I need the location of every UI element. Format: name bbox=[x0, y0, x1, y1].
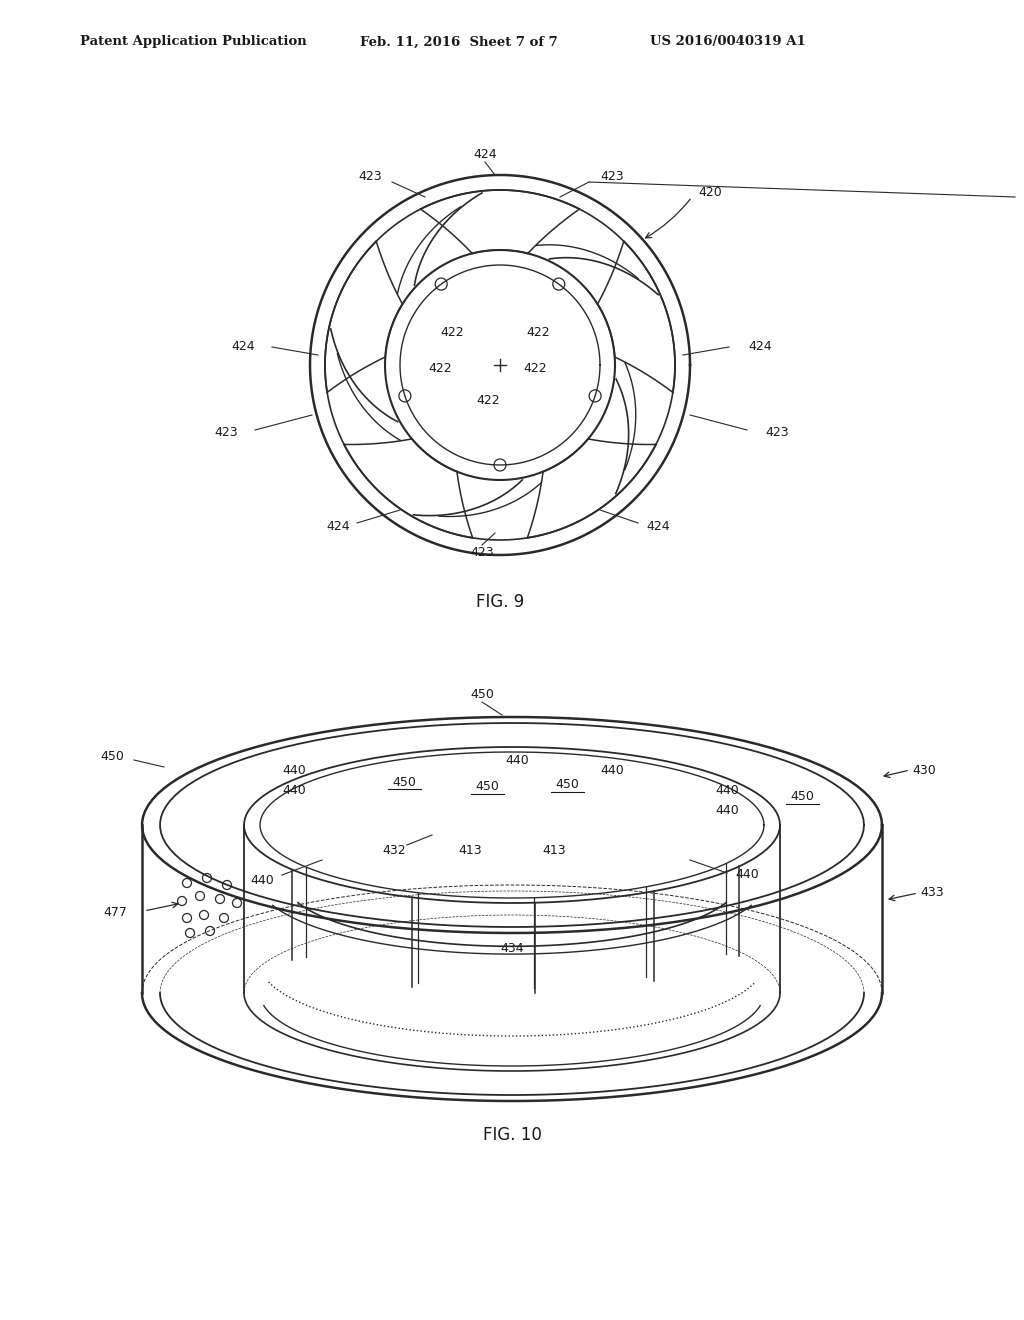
Text: 477: 477 bbox=[103, 907, 127, 920]
Text: 434: 434 bbox=[500, 941, 524, 954]
Text: 422: 422 bbox=[428, 363, 452, 375]
Text: 423: 423 bbox=[470, 546, 494, 560]
Text: 413: 413 bbox=[542, 843, 566, 857]
Text: FIG. 10: FIG. 10 bbox=[482, 1126, 542, 1144]
Text: 422: 422 bbox=[523, 363, 547, 375]
Text: 450: 450 bbox=[470, 689, 494, 701]
Text: 440: 440 bbox=[505, 754, 528, 767]
Text: 450: 450 bbox=[791, 791, 814, 804]
Text: 440: 440 bbox=[283, 763, 306, 776]
Text: 450: 450 bbox=[392, 776, 416, 788]
Text: 413: 413 bbox=[458, 843, 482, 857]
Text: 420: 420 bbox=[698, 186, 722, 199]
Text: 424: 424 bbox=[231, 341, 255, 354]
Text: 423: 423 bbox=[600, 170, 624, 183]
Text: 424: 424 bbox=[748, 341, 772, 354]
Text: 422: 422 bbox=[526, 326, 550, 339]
Text: 430: 430 bbox=[912, 763, 936, 776]
Text: 440: 440 bbox=[283, 784, 306, 796]
Text: 440: 440 bbox=[715, 784, 739, 796]
Text: Patent Application Publication: Patent Application Publication bbox=[80, 36, 307, 49]
Text: 423: 423 bbox=[765, 426, 788, 440]
Text: 440: 440 bbox=[600, 763, 624, 776]
Text: 440: 440 bbox=[735, 869, 759, 882]
Text: 423: 423 bbox=[214, 426, 238, 440]
Text: 422: 422 bbox=[476, 393, 500, 407]
Text: 422: 422 bbox=[440, 326, 464, 339]
Text: 424: 424 bbox=[327, 520, 350, 533]
Text: 450: 450 bbox=[100, 751, 124, 763]
Text: US 2016/0040319 A1: US 2016/0040319 A1 bbox=[650, 36, 806, 49]
Text: 432: 432 bbox=[382, 843, 406, 857]
Text: 423: 423 bbox=[358, 170, 382, 183]
Text: 424: 424 bbox=[473, 149, 497, 161]
Text: FIG. 9: FIG. 9 bbox=[476, 593, 524, 611]
Text: 450: 450 bbox=[475, 780, 499, 793]
Text: Feb. 11, 2016  Sheet 7 of 7: Feb. 11, 2016 Sheet 7 of 7 bbox=[360, 36, 558, 49]
Text: 424: 424 bbox=[646, 520, 670, 533]
Text: 450: 450 bbox=[555, 779, 579, 792]
Text: 440: 440 bbox=[715, 804, 739, 817]
Text: 440: 440 bbox=[250, 874, 273, 887]
Text: 433: 433 bbox=[920, 887, 944, 899]
